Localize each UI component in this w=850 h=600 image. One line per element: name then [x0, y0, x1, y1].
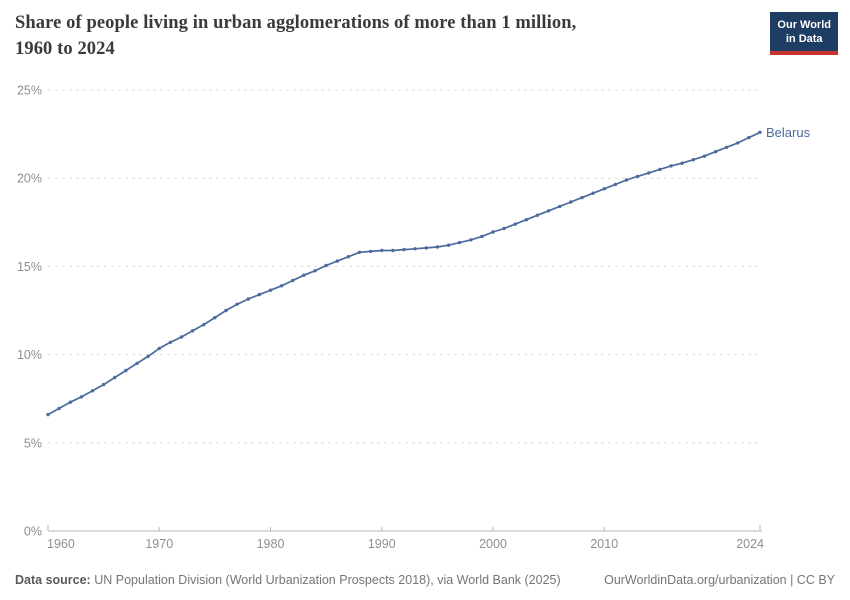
chart-title-line2: 1960 to 2024 [15, 39, 115, 60]
data-point-1970[interactable] [157, 346, 161, 351]
data-point-1966[interactable] [113, 375, 117, 380]
data-point-1964[interactable] [90, 389, 95, 393]
license-credit[interactable]: OurWorldinData.org/urbanization | CC BY [604, 573, 835, 587]
x-axis-label-1960: 1960 [47, 537, 75, 551]
data-point-1971[interactable] [168, 340, 173, 344]
data-point-2023[interactable] [747, 135, 751, 140]
data-point-2011[interactable] [613, 182, 618, 187]
data-point-1982[interactable] [291, 278, 295, 283]
data-point-2016[interactable] [669, 164, 673, 168]
y-axis-label-0: 0% [24, 525, 42, 539]
data-point-1969[interactable] [146, 354, 150, 359]
data-point-1997[interactable] [457, 240, 462, 245]
data-point-1986[interactable] [335, 259, 339, 263]
data-point-1975[interactable] [213, 315, 217, 320]
data-point-1984[interactable] [313, 269, 317, 273]
data-point-1961[interactable] [57, 406, 61, 411]
data-point-1978[interactable] [246, 297, 250, 301]
data-point-2002[interactable] [513, 222, 517, 226]
data-point-2004[interactable] [535, 213, 540, 217]
data-point-2021[interactable] [724, 145, 729, 149]
data-point-1968[interactable] [135, 361, 139, 366]
data-point-2009[interactable] [591, 191, 595, 195]
data-point-1988[interactable] [357, 250, 362, 254]
data-point-2014[interactable] [647, 171, 651, 175]
data-point-2019[interactable] [702, 154, 707, 158]
data-point-2006[interactable] [558, 204, 562, 209]
data-point-1992[interactable] [402, 247, 406, 252]
data-point-1999[interactable] [480, 234, 484, 239]
data-point-2022[interactable] [736, 141, 740, 145]
x-axis-label-1980: 1980 [257, 537, 285, 551]
line-belarus[interactable] [47, 131, 761, 416]
data-point-1989[interactable] [368, 249, 373, 254]
data-point-2017[interactable] [680, 161, 684, 165]
x-axis-label-2010: 2010 [590, 537, 618, 551]
chart-title-line1: Share of people living in urban agglomer… [15, 13, 577, 33]
data-point-1973[interactable] [190, 329, 195, 333]
data-point-2008[interactable] [580, 195, 584, 200]
data-point-1965[interactable] [101, 382, 106, 387]
y-axis-label-15: 15% [17, 260, 42, 274]
data-point-2010[interactable] [602, 187, 606, 191]
x-axis-label-1970: 1970 [145, 537, 173, 551]
y-axis-label-20: 20% [17, 172, 42, 186]
data-point-1994[interactable] [424, 246, 428, 250]
x-axis-label-2000: 2000 [479, 537, 507, 551]
data-point-2005[interactable] [546, 209, 551, 213]
chart-title: Share of people living in urban agglomer… [15, 10, 576, 63]
data-point-1998[interactable] [469, 238, 473, 242]
data-point-1979[interactable] [257, 292, 262, 297]
data-point-1960[interactable] [46, 412, 50, 417]
data-point-1991[interactable] [391, 248, 395, 253]
owid-logo[interactable]: Our World in Data [770, 12, 838, 55]
data-point-2018[interactable] [691, 158, 695, 162]
chart-footer: Data source: UN Population Division (Wor… [15, 573, 835, 587]
x-axis-label-1990: 1990 [368, 537, 396, 551]
data-point-1980[interactable] [268, 288, 273, 292]
y-axis-label-10: 10% [17, 348, 42, 362]
data-point-2000[interactable] [491, 230, 495, 234]
data-point-2001[interactable] [502, 226, 506, 231]
data-point-2024[interactable] [758, 130, 762, 134]
series-label-belarus[interactable]: Belarus [766, 125, 811, 140]
owid-logo-line2: in Data [785, 33, 823, 46]
data-point-2012[interactable] [624, 178, 629, 182]
data-point-1995[interactable] [435, 245, 440, 249]
y-axis-label-5: 5% [24, 436, 42, 450]
data-point-1977[interactable] [235, 302, 239, 306]
data-source-label: Data source: [15, 573, 91, 587]
data-point-1985[interactable] [324, 263, 328, 268]
data-point-1990[interactable] [380, 248, 384, 253]
data-point-1962[interactable] [68, 400, 73, 404]
data-point-1972[interactable] [179, 335, 184, 339]
data-point-1981[interactable] [279, 284, 284, 288]
data-point-2015[interactable] [658, 167, 662, 172]
owid-logo-line1: Our World [777, 19, 831, 31]
data-source-note: Data source: UN Population Division (Wor… [15, 573, 561, 587]
data-source-text: UN Population Division (World Urbanizati… [94, 573, 561, 587]
data-point-2013[interactable] [635, 174, 640, 179]
data-point-2020[interactable] [713, 150, 718, 154]
data-point-1967[interactable] [124, 368, 128, 373]
data-point-1963[interactable] [79, 395, 84, 399]
data-point-1974[interactable] [202, 322, 206, 327]
data-point-2007[interactable] [569, 200, 573, 204]
data-point-1996[interactable] [446, 243, 451, 247]
data-point-2003[interactable] [524, 218, 529, 222]
data-point-1983[interactable] [302, 273, 306, 277]
data-point-1976[interactable] [224, 308, 228, 313]
x-axis-label-2024: 2024 [736, 537, 764, 551]
data-point-1987[interactable] [346, 255, 351, 259]
data-point-1993[interactable] [413, 247, 417, 251]
y-axis-label-25: 25% [17, 84, 42, 98]
